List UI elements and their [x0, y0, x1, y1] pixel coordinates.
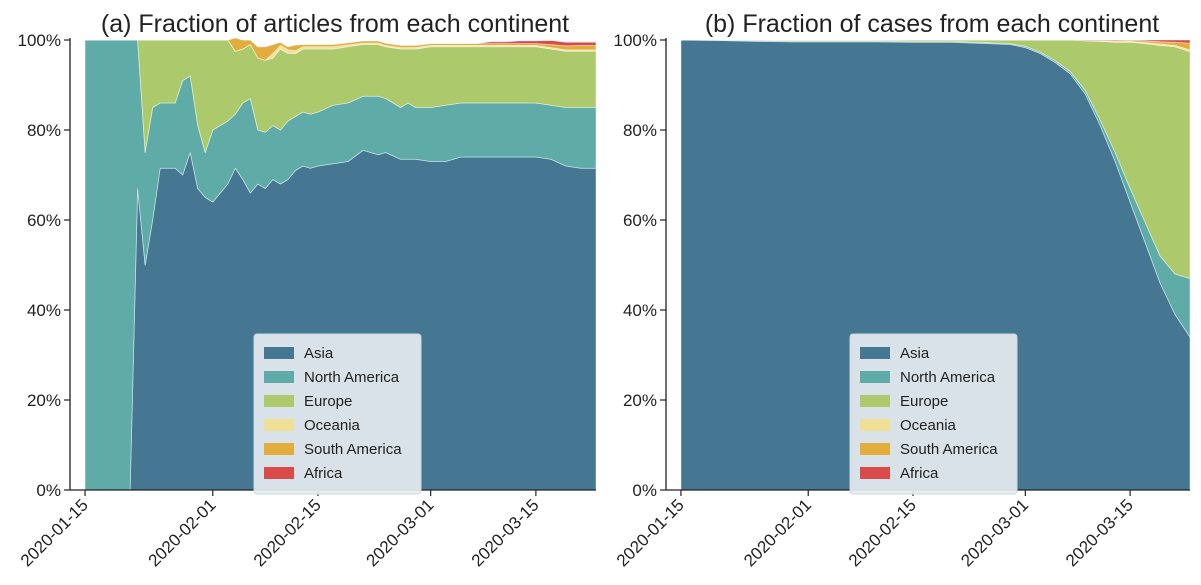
panel-b-cases: (b) Fraction of cases from each continen…	[613, 10, 1191, 570]
legend-label: North America	[900, 369, 996, 386]
panel-a-articles: (a) Fraction of articles from each conti…	[17, 10, 597, 570]
area-africa	[680, 39, 1191, 44]
y-tick-label: 40%	[623, 301, 657, 320]
y-tick-label: 20%	[623, 391, 657, 410]
y-tick-label: 20%	[27, 391, 61, 410]
legend-label: Europe	[900, 393, 948, 410]
legend-label: Europe	[304, 393, 352, 410]
legend-swatch	[860, 371, 890, 383]
legend-label: South America	[304, 441, 402, 458]
legend-swatch	[264, 347, 294, 359]
legend-label: Oceania	[900, 417, 957, 434]
y-tick-label: 80%	[27, 121, 61, 140]
legend-swatch	[264, 371, 294, 383]
area-africa	[84, 37, 597, 48]
y-tick-label: 60%	[623, 211, 657, 230]
legend-label: Asia	[304, 345, 334, 362]
legend-label: Africa	[304, 465, 343, 482]
legend-swatch	[860, 347, 890, 359]
x-tick-label: 2020-02-15	[845, 495, 920, 570]
x-tick-label: 2020-03-15	[468, 495, 543, 570]
legend-swatch	[264, 419, 294, 431]
y-tick-label: 60%	[27, 211, 61, 230]
legend-label: Oceania	[304, 417, 361, 434]
x-tick-label: 2020-02-01	[145, 495, 220, 570]
legend-label: Asia	[900, 345, 930, 362]
x-tick-label: 2020-01-15	[17, 495, 92, 570]
legend-swatch	[264, 467, 294, 479]
y-tick-label: 80%	[623, 121, 657, 140]
legend-swatch	[860, 395, 890, 407]
y-tick-label: 40%	[27, 301, 61, 320]
y-tick-label: 100%	[614, 31, 657, 50]
legend-box	[849, 333, 1018, 495]
legend: Asia North America Europe Oceania South Amer…	[253, 333, 422, 495]
y-tick-label: 0%	[632, 481, 657, 500]
chart-title: (b) Fraction of cases from each continen…	[705, 10, 1159, 38]
x-tick-label: 2020-03-01	[363, 495, 438, 570]
x-tick-label: 2020-01-15	[613, 495, 688, 570]
legend-swatch	[860, 419, 890, 431]
legend-swatch	[860, 443, 890, 455]
y-tick-label: 100%	[18, 31, 61, 50]
x-tick-label: 2020-03-01	[957, 495, 1032, 570]
x-tick-label: 2020-02-15	[250, 495, 325, 570]
y-tick-label: 0%	[36, 481, 61, 500]
legend: Asia North America Europe Oceania South Amer…	[849, 333, 1018, 495]
legend-label: Africa	[900, 465, 939, 482]
legend-swatch	[264, 443, 294, 455]
x-tick-label: 2020-03-15	[1062, 495, 1137, 570]
legend-swatch	[860, 467, 890, 479]
legend-label: North America	[304, 369, 400, 386]
legend-label: South America	[900, 441, 998, 458]
legend-box	[253, 333, 422, 495]
chart-title: (a) Fraction of articles from each conti…	[101, 10, 569, 38]
legend-swatch	[264, 395, 294, 407]
x-tick-label: 2020-02-01	[740, 495, 815, 570]
